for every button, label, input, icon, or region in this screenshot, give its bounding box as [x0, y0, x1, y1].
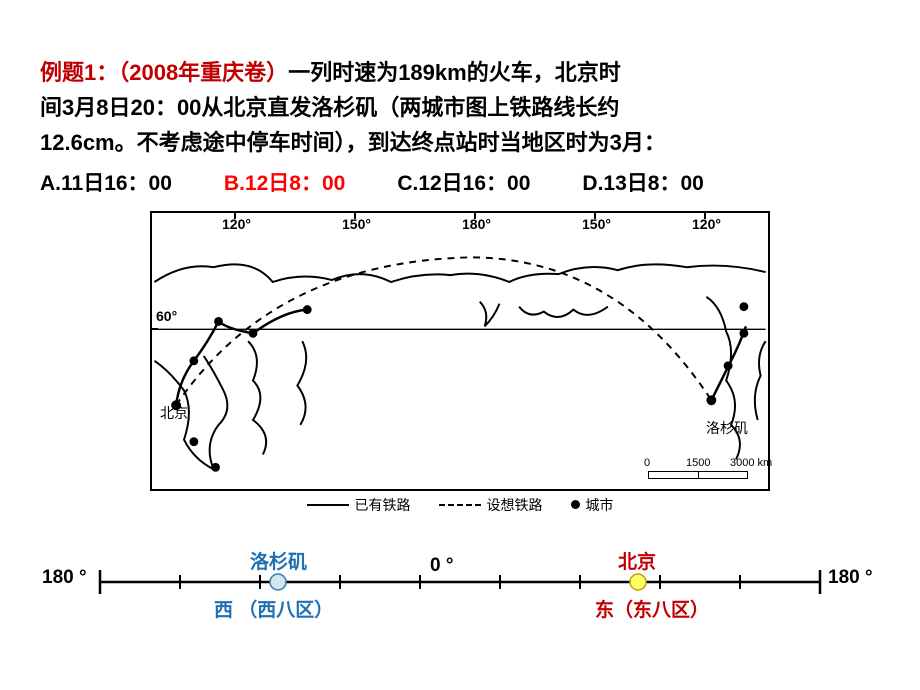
question-body-3: 12.6cm。不考虑途中停车时间），到达终点站时当地区时为3月： — [40, 130, 666, 155]
legend-dash: 设想铁路 — [439, 495, 543, 515]
legend-dot: 城市 — [571, 495, 614, 515]
nl-bj-label: 北京 — [618, 547, 656, 574]
legend-solid-icon — [307, 504, 349, 506]
scale-2: 3000 km — [730, 457, 772, 469]
option-a: A.11日16：00 — [40, 167, 172, 197]
number-line: 180 ° 0 ° 180 ° 洛杉矶 西 （西八区） 北京 东（东八区） — [40, 537, 880, 627]
scale-0: 0 — [644, 457, 650, 469]
legend-dot-label: 城市 — [586, 495, 614, 515]
map-legend: 已有铁路 设想铁路 城市 — [150, 495, 770, 515]
question-prefix: 例题1：（2008年重庆卷） — [40, 60, 288, 85]
nl-la-label: 洛杉矶 — [250, 547, 307, 574]
scale-bar: 0 1500 3000 km — [648, 471, 748, 479]
map-box: 120° 150° 180° 150° 120° 60° 北京 洛杉矶 — [150, 211, 770, 491]
nl-la-sub: 西 （西八区） — [214, 595, 333, 622]
question-body-2: 间3月8日20：00从北京直发洛杉矶（两城市图上铁路线长约 — [40, 95, 619, 120]
option-b: B.12日8：00 — [224, 167, 345, 197]
legend-dash-label: 设想铁路 — [487, 495, 543, 515]
question-body-1: 一列时速为189km的火车，北京时 — [288, 60, 621, 85]
nl-mid: 0 ° — [430, 555, 453, 577]
legend-solid: 已有铁路 — [307, 495, 411, 515]
number-line-svg — [40, 537, 880, 627]
nl-right-end: 180 ° — [828, 567, 873, 589]
scale-1: 1500 — [686, 457, 710, 469]
legend-dash-icon — [439, 504, 481, 506]
map-container: 120° 150° 180° 150° 120° 60° 北京 洛杉矶 — [40, 211, 880, 515]
options-row: A.11日16：00 B.12日8：00 C.12日16：00 D.13日8：0… — [40, 167, 880, 197]
question-text: 例题1：（2008年重庆卷）一列时速为189km的火车，北京时 间3月8日20：… — [40, 55, 880, 161]
option-c: C.12日16：00 — [397, 167, 530, 197]
option-d: D.13日8：00 — [582, 167, 703, 197]
legend-dot-icon — [571, 500, 580, 509]
legend-solid-label: 已有铁路 — [355, 495, 411, 515]
nl-left-end: 180 ° — [42, 567, 87, 589]
map-svg — [152, 213, 768, 489]
nl-bj-sub: 东（东八区） — [595, 595, 709, 622]
